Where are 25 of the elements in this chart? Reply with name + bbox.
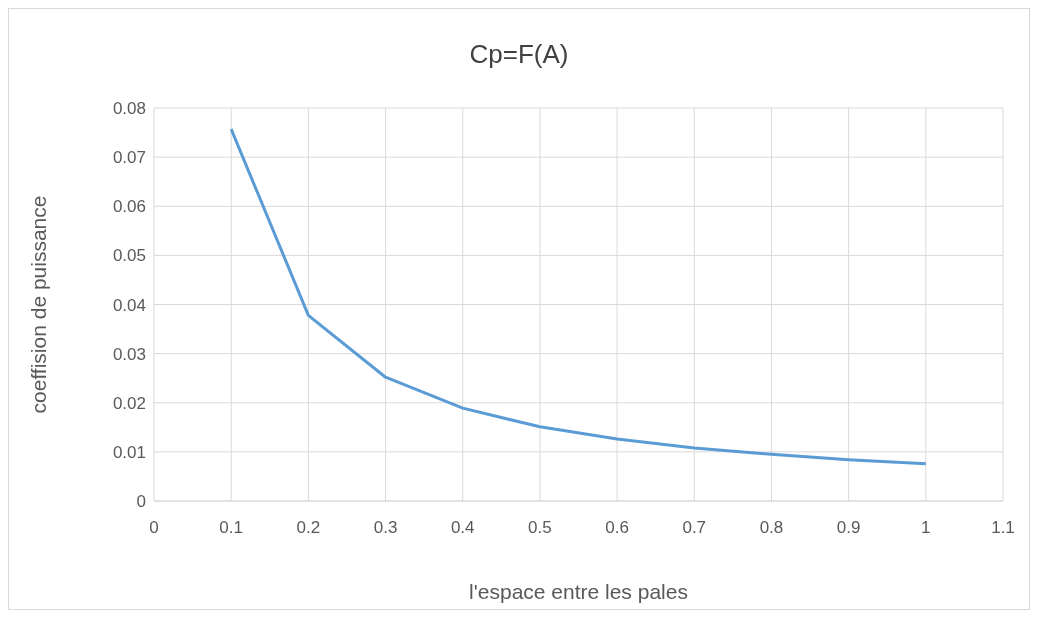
x-tick-label: 0.4: [450, 518, 475, 538]
y-tick-label: 0.01: [112, 442, 146, 462]
x-tick-label: 0.8: [759, 518, 784, 538]
y-tick-label: 0: [136, 492, 146, 512]
line-series: [229, 127, 928, 466]
chart-title: Cp=F(A): [468, 39, 570, 70]
x-tick-label: 1.1: [991, 518, 1015, 538]
y-tick-label: 0.06: [112, 197, 146, 217]
x-axis-title: l'espace entre les pales: [469, 580, 688, 603]
y-tick-label: 0.02: [112, 393, 146, 413]
x-tick-label: 0.9: [836, 518, 861, 538]
y-tick-label: 0.08: [112, 99, 146, 119]
y-tick-label: 0.05: [112, 246, 146, 266]
x-tick-label: 0: [149, 518, 159, 538]
x-tick-label: 0.7: [682, 518, 707, 538]
y-tick-label: 0.03: [112, 344, 146, 364]
y-tick-label: 0.04: [112, 295, 146, 315]
x-tick-label: 0.1: [219, 518, 243, 538]
x-tick-label: 0.2: [296, 518, 321, 538]
y-tick-label: 0.07: [112, 148, 146, 168]
y-axis-title: coeffision de puissance: [27, 195, 51, 414]
x-tick-label: 0.5: [528, 518, 552, 538]
x-tick-label: 1: [921, 518, 931, 538]
x-tick-label: 0.3: [373, 518, 398, 538]
x-tick-label: 0.6: [605, 518, 629, 538]
